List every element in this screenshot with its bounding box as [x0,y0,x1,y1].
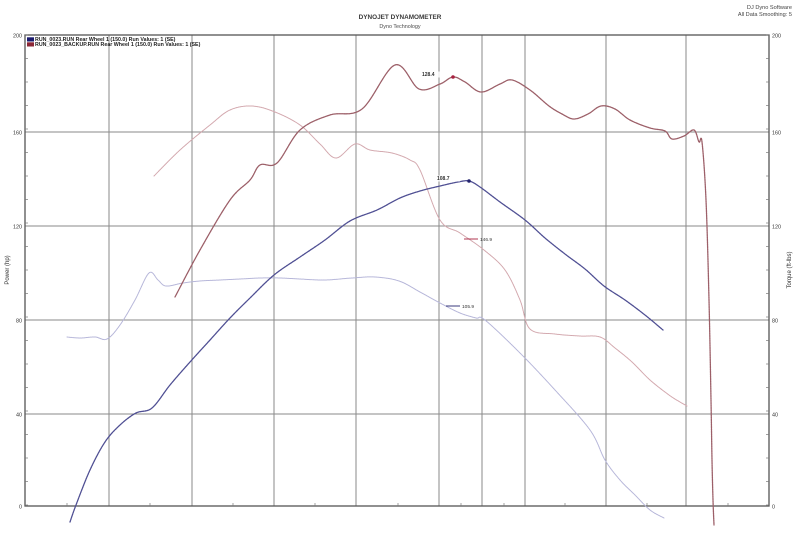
svg-text:105.9: 105.9 [462,304,474,310]
svg-text:DJ Dyno Software: DJ Dyno Software [747,5,792,11]
svg-text:40: 40 [16,413,22,419]
svg-text:80: 80 [772,319,778,325]
svg-text:Power (hp): Power (hp) [5,255,11,284]
svg-text:200: 200 [772,34,781,40]
svg-text:200: 200 [13,34,22,40]
svg-text:All Data Smoothing: 5: All Data Smoothing: 5 [738,12,792,18]
svg-text:146.9: 146.9 [480,237,492,243]
svg-text:40: 40 [772,413,778,419]
svg-text:DYNOJET DYNAMOMETER: DYNOJET DYNAMOMETER [359,14,442,21]
svg-text:120: 120 [772,225,781,231]
svg-text:Dyno Technology: Dyno Technology [379,24,421,30]
svg-text:0: 0 [772,505,775,511]
svg-text:120: 120 [13,225,22,231]
svg-text:160: 160 [13,131,22,137]
svg-text:80: 80 [16,319,22,325]
svg-text:Torque (ft-lbs): Torque (ft-lbs) [787,251,793,288]
svg-text:0: 0 [19,505,22,511]
svg-text:RUN_0023_BACKUP.RUN Rear Whee: RUN_0023_BACKUP.RUN Rear Wheel 1 (150.0)… [35,42,201,48]
svg-text:160: 160 [772,131,781,137]
svg-text:108.7: 108.7 [437,176,450,182]
svg-text:128.4: 128.4 [422,72,435,78]
